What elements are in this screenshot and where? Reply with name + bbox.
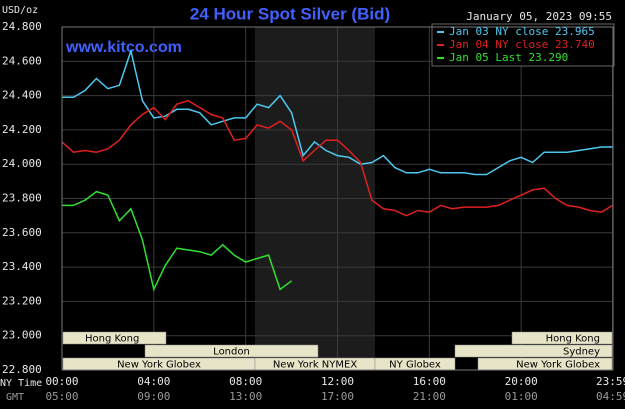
y-tick-label: 24.400 xyxy=(2,89,42,102)
session-label: Hong Kong xyxy=(85,334,139,345)
gmt-tick-label: 17:00 xyxy=(321,390,354,403)
y-tick-label: 23.600 xyxy=(2,226,42,239)
session-label: London xyxy=(213,347,250,358)
y-tick-label: 22.800 xyxy=(2,363,42,376)
session-label: New York Globex xyxy=(117,360,201,371)
session-box xyxy=(511,331,613,345)
x-tick-label: 16:00 xyxy=(413,375,446,388)
y-tick-label: 23.800 xyxy=(2,192,42,205)
session-box xyxy=(144,344,319,358)
legend xyxy=(431,23,615,67)
session-box xyxy=(62,331,167,345)
legend-label: Jan 04 NY close 23.740 xyxy=(449,38,595,51)
x-tick-label: 20:00 xyxy=(505,375,538,388)
x-tick-label: 04:00 xyxy=(137,375,170,388)
y-axis-label: USD/oz xyxy=(2,5,38,16)
session-label: Hong Kong xyxy=(546,334,600,345)
gmt-tick-label: 01:00 xyxy=(505,390,538,403)
price-line xyxy=(61,99,613,217)
y-tick-label: 24.600 xyxy=(2,54,42,67)
gmt-tick-label: 21:00 xyxy=(413,390,446,403)
session-label: New York NYMEX xyxy=(273,360,358,371)
chart-date: January 05, 2023 09:55 xyxy=(466,10,612,23)
legend-label: Jan 03 NY close 23.965 xyxy=(449,25,595,38)
gmt-tick-label: 09:00 xyxy=(137,390,170,403)
chart-title: 24 Hour Spot Silver (Bid) xyxy=(190,4,390,23)
y-tick-label: 23.400 xyxy=(2,260,42,273)
y-tick-label: 23.000 xyxy=(2,329,42,342)
plot-frame xyxy=(61,26,614,371)
y-tick-label: 23.200 xyxy=(2,294,42,307)
x-tick-label: 23:59 xyxy=(596,375,625,388)
ny-time-label: NY Time xyxy=(0,378,42,389)
session-label: Sydney xyxy=(563,347,600,358)
price-line xyxy=(62,48,613,176)
y-tick-label: 24.000 xyxy=(2,157,42,170)
x-tick-label: 12:00 xyxy=(321,375,354,388)
x-tick-label: 00:00 xyxy=(45,375,78,388)
gmt-tick-label: 04:59 xyxy=(596,390,625,403)
price-line xyxy=(62,190,293,292)
session-box xyxy=(454,344,613,358)
legend-label: Jan 05 Last 23.290 xyxy=(449,51,568,64)
gmt-label: GMT xyxy=(6,392,24,403)
session-label: New York Globex xyxy=(516,360,600,371)
gmt-tick-label: 05:00 xyxy=(45,390,78,403)
y-tick-label: 24.200 xyxy=(2,123,42,136)
x-tick-label: 08:00 xyxy=(229,375,262,388)
y-tick-label: 24.800 xyxy=(2,20,42,33)
session-label: NY Globex xyxy=(389,360,441,371)
watermark: www.kitco.com xyxy=(65,39,182,56)
gmt-tick-label: 13:00 xyxy=(229,390,262,403)
